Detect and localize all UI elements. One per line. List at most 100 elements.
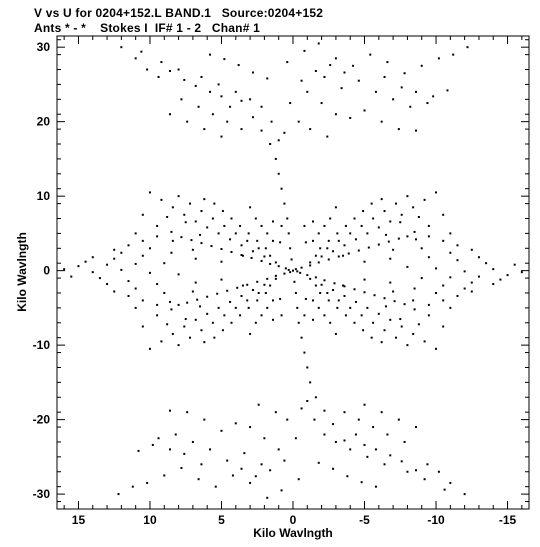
uv-point: [337, 299, 340, 302]
uv-point: [256, 280, 259, 283]
uv-point: [239, 224, 242, 227]
uv-point: [250, 256, 253, 259]
uv-point: [249, 206, 252, 209]
uv-point: [420, 247, 423, 250]
uv-point: [337, 239, 340, 242]
uv-point: [191, 440, 194, 443]
uv-point: [287, 232, 290, 235]
uv-point: [127, 244, 130, 247]
uv-point: [400, 460, 403, 463]
uv-point: [200, 210, 203, 213]
uv-point: [312, 239, 315, 242]
uv-point: [403, 440, 406, 443]
uv-point: [400, 86, 403, 89]
uv-point: [317, 42, 320, 45]
uv-point: [127, 294, 130, 297]
uv-point: [106, 263, 109, 266]
uv-point: [362, 210, 365, 213]
uv-point: [292, 269, 294, 272]
uv-point: [384, 305, 387, 308]
uv-point: [257, 403, 260, 406]
uv-point: [283, 459, 286, 462]
uv-point: [357, 79, 360, 82]
uv-point: [277, 139, 280, 142]
uv-point: [194, 84, 197, 87]
uv-point: [360, 224, 363, 227]
uv-point: [266, 77, 269, 80]
uv-point: [229, 300, 232, 303]
uv-point: [470, 248, 473, 251]
uv-point: [456, 244, 459, 247]
uv-point: [334, 206, 337, 209]
uv-point: [297, 478, 300, 481]
uv-point: [306, 274, 309, 277]
uv-point: [392, 98, 395, 101]
x-axis-label: Kilo Wavlngth: [253, 526, 333, 540]
uv-point: [520, 271, 523, 274]
y-tick-label: 0: [43, 264, 50, 278]
uv-point: [283, 131, 286, 134]
uv-point: [329, 64, 332, 67]
uv-point: [380, 341, 383, 344]
uv-point: [277, 448, 280, 451]
uv-point: [120, 251, 123, 254]
uv-point: [383, 329, 386, 332]
uv-point: [160, 61, 163, 64]
uv-point: [274, 411, 277, 414]
uv-point: [300, 79, 303, 82]
uv-point: [266, 232, 269, 235]
uv-point: [254, 217, 257, 220]
uv-point: [194, 257, 197, 260]
uv-point: [269, 143, 272, 146]
uv-point: [134, 232, 137, 235]
uv-point: [194, 220, 197, 223]
uv-point: [183, 78, 186, 81]
uv-point: [240, 294, 243, 297]
uv-point: [263, 283, 266, 286]
uv-point: [300, 407, 303, 410]
uv-point: [180, 467, 183, 470]
y-tick-label: 10: [37, 189, 51, 203]
uv-point: [449, 306, 452, 309]
uv-point: [269, 284, 272, 287]
uv-point: [217, 83, 220, 86]
uv-point: [386, 433, 389, 436]
uv-point: [304, 297, 307, 300]
uv-point: [113, 257, 116, 260]
uv-point: [263, 437, 266, 440]
uv-point: [254, 475, 257, 478]
uv-point: [312, 220, 315, 223]
uv-point: [186, 301, 189, 304]
uv-point: [437, 57, 440, 60]
uv-point: [343, 285, 346, 288]
uv-point: [343, 71, 346, 74]
uv-point: [374, 90, 377, 93]
uv-point: [184, 318, 187, 321]
uv-point: [389, 318, 392, 321]
uv-point: [214, 485, 217, 488]
uv-point: [134, 57, 137, 60]
uv-point: [369, 53, 372, 56]
uv-point: [209, 448, 212, 451]
uv-point: [400, 213, 403, 216]
uv-point: [283, 272, 286, 275]
uv-point: [163, 262, 166, 265]
uv-point: [206, 226, 209, 229]
uv-point: [134, 262, 137, 265]
uv-point: [435, 191, 438, 194]
uv-point: [234, 90, 237, 93]
uv-point: [399, 318, 402, 321]
uv-point: [314, 70, 317, 73]
uv-point: [289, 102, 292, 105]
uv-point: [266, 496, 269, 499]
uv-point: [303, 314, 306, 317]
uv-point: [443, 488, 446, 491]
uv-point: [257, 291, 260, 294]
uv-point: [334, 332, 337, 335]
uv-point: [427, 314, 430, 317]
uv-point: [477, 275, 480, 278]
uv-point: [353, 217, 356, 220]
uv-point: [247, 306, 250, 309]
uv-point: [279, 241, 282, 244]
uv-point: [211, 321, 214, 324]
